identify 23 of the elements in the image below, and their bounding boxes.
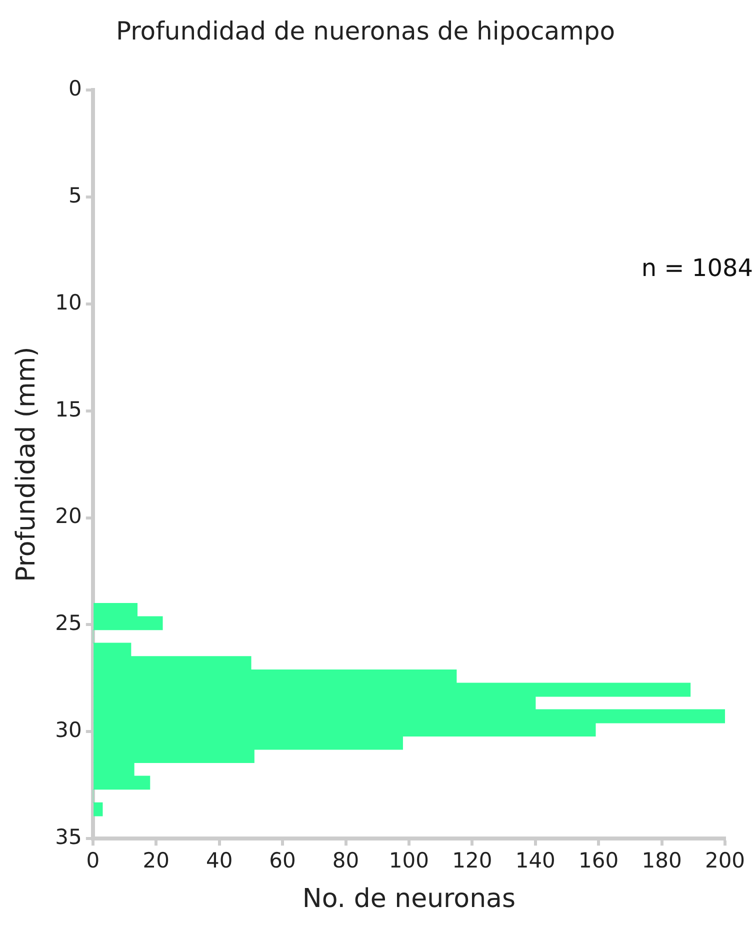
x-tick-label: 100 xyxy=(388,848,430,873)
y-tick-label: 15 xyxy=(55,397,82,422)
y-axis-title: Profundidad (mm) xyxy=(11,346,42,582)
x-tick-label: 140 xyxy=(515,848,556,873)
y-tick-label: 30 xyxy=(55,718,82,742)
x-tick-label: 180 xyxy=(642,848,682,873)
x-tick-label: 200 xyxy=(704,848,746,873)
y-tick-label: 25 xyxy=(55,611,82,636)
y-tick-label: 0 xyxy=(68,76,82,100)
x-tick-label: 80 xyxy=(332,848,360,873)
annotation: n = 1084 xyxy=(641,254,753,282)
x-tick-label: 120 xyxy=(452,848,492,873)
chart-title: Profundidad de nueronas de hipocampo xyxy=(116,16,616,46)
x-tick-label: 160 xyxy=(578,848,619,873)
x-axis-title: No. de neuronas xyxy=(302,884,516,914)
y-tick-label: 35 xyxy=(55,825,82,850)
y-tick-label: 10 xyxy=(55,290,82,314)
x-tick-label: 20 xyxy=(142,848,170,873)
y-tick-label: 20 xyxy=(55,504,82,528)
x-tick-label: 0 xyxy=(86,848,100,873)
y-tick-label: 5 xyxy=(68,183,82,208)
x-tick-label: 60 xyxy=(269,848,296,873)
x-tick-label: 40 xyxy=(206,848,233,873)
